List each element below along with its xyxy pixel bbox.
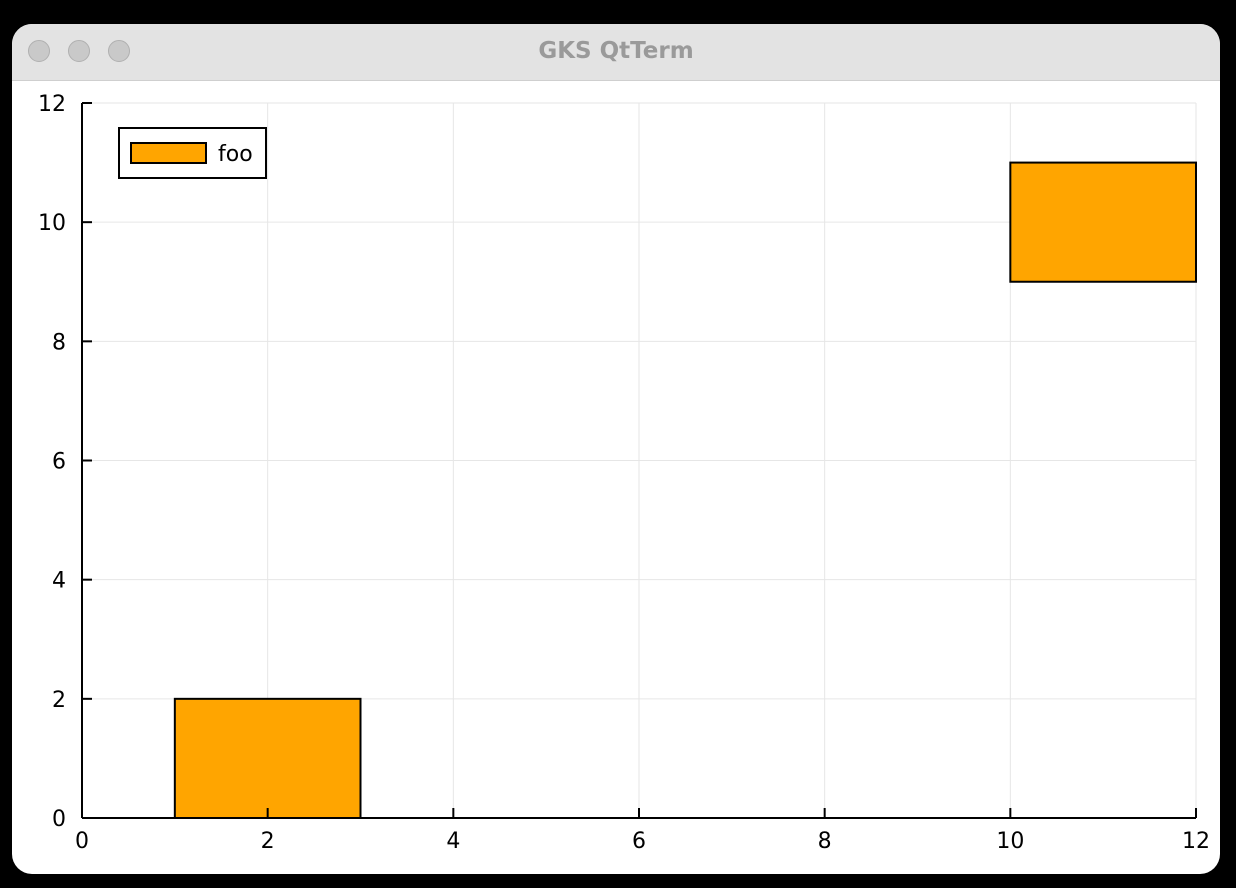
x-tick-label: 2	[261, 829, 275, 854]
zoom-window-button[interactable]	[108, 40, 130, 62]
y-tick-label: 8	[52, 330, 66, 355]
y-tick-label: 2	[52, 688, 66, 713]
title-bar[interactable]: GKS QtTerm	[12, 24, 1220, 81]
window-title: GKS QtTerm	[538, 38, 694, 64]
y-tick-label: 6	[52, 450, 66, 475]
x-tick-label: 12	[1182, 829, 1210, 854]
y-axis-ticks: 0 2 4 6 8 10 12	[38, 92, 92, 832]
y-tick-label: 4	[52, 569, 66, 594]
bar-series	[173, 161, 1197, 819]
x-axis-ticks: 0 2 4 6 8 10 12	[75, 808, 1210, 854]
bar-rect	[173, 697, 362, 819]
y-tick-label: 0	[52, 807, 66, 832]
x-tick-label: 8	[818, 829, 832, 854]
x-tick-label: 6	[632, 829, 646, 854]
minimize-window-button[interactable]	[68, 40, 90, 62]
x-tick-label: 0	[75, 829, 89, 854]
legend-swatch	[130, 142, 207, 164]
legend: foo	[118, 127, 267, 179]
y-tick-label: 10	[38, 211, 66, 236]
bar-rect	[1009, 161, 1197, 283]
y-tick-label: 12	[38, 92, 66, 117]
legend-label: foo	[218, 142, 253, 167]
close-window-button[interactable]	[28, 40, 50, 62]
x-tick-label: 4	[446, 829, 460, 854]
x-tick-label: 10	[996, 829, 1024, 854]
